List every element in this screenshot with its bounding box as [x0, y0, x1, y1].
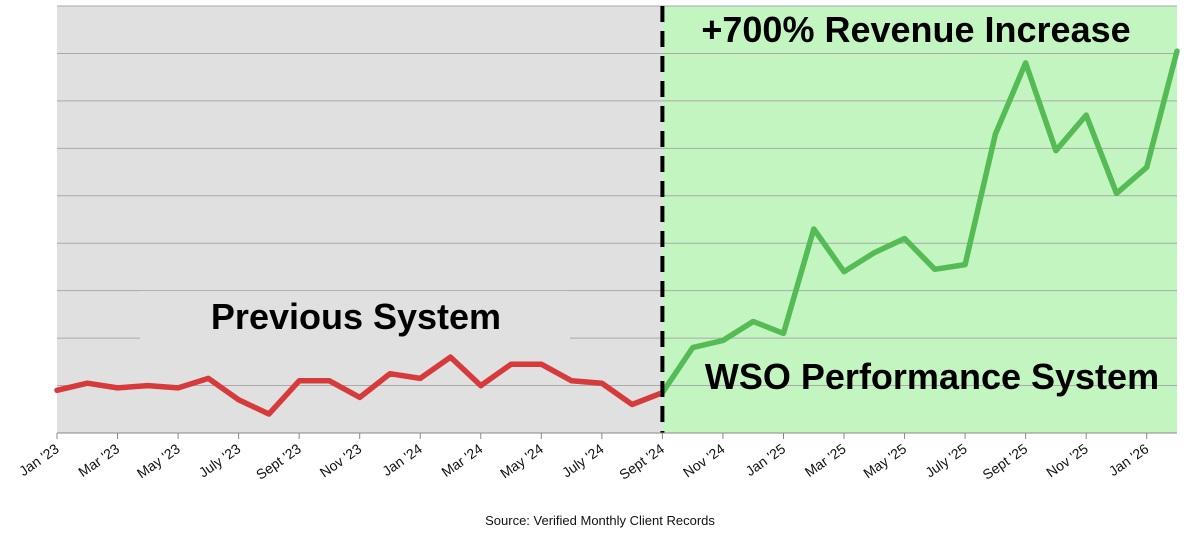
- source-note: Source: Verified Monthly Client Records: [485, 513, 715, 528]
- x-tick-label: May '25: [860, 440, 909, 481]
- x-tick-label: Sept '24: [616, 440, 667, 482]
- region-background-0: [57, 6, 663, 433]
- x-tick-label: Sept '23: [253, 440, 304, 482]
- x-tick-label: July '24: [559, 440, 607, 480]
- series-layer: [54, 48, 1180, 417]
- x-tick-label: Jan '26: [1106, 440, 1152, 479]
- x-tick-label: Jan '23: [16, 440, 62, 479]
- x-tick-label: Sept '25: [979, 440, 1030, 482]
- previous-system-label: Previous System: [211, 296, 501, 337]
- x-tick-label: Jan '25: [742, 440, 788, 479]
- revenue-increase-annotation: +700% Revenue Increase: [701, 9, 1130, 50]
- x-tick-label: Jan '24: [379, 440, 425, 479]
- x-tick-label: May '24: [497, 440, 546, 481]
- region-background-1: [662, 6, 1177, 433]
- x-tick-label: July '25: [922, 440, 970, 480]
- grid-layer: [57, 5, 1177, 387]
- label-background-layer: [140, 291, 570, 341]
- x-tick-label: Nov '23: [317, 440, 365, 480]
- x-axis: Jan '23 Mar '23 May '23 July '23 Sept '23 Nov…: [16, 432, 1177, 483]
- x-tick-label: Mar '24: [438, 440, 485, 480]
- x-tick-label: July '23: [196, 440, 244, 480]
- wso-performance-system-label: WSO Performance System: [705, 356, 1159, 397]
- x-tick-label: Nov '24: [680, 440, 728, 480]
- series-line-1: [659, 48, 1180, 396]
- x-tick-label: May '23: [134, 440, 183, 481]
- x-tick-label: Mar '23: [75, 440, 122, 480]
- previous-label-backdrop: [140, 291, 570, 341]
- series-line-0: [54, 354, 666, 417]
- x-tick-label: Mar '25: [802, 440, 849, 480]
- background-layer: [57, 6, 1177, 433]
- x-tick-label: Nov '25: [1043, 440, 1091, 480]
